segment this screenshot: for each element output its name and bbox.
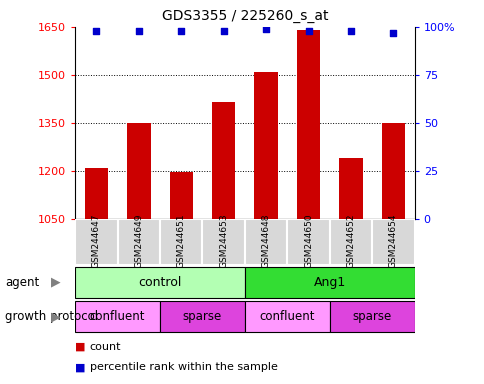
- Bar: [339, 158, 362, 219]
- Point: [92, 28, 100, 34]
- Bar: [202, 219, 244, 265]
- Text: agent: agent: [5, 276, 39, 289]
- Bar: [75, 267, 244, 298]
- Bar: [75, 219, 117, 265]
- Text: GSM244650: GSM244650: [303, 214, 313, 268]
- Bar: [244, 301, 329, 332]
- Text: GSM244651: GSM244651: [176, 214, 185, 268]
- Bar: [254, 72, 277, 219]
- Text: percentile rank within the sample: percentile rank within the sample: [90, 362, 277, 372]
- Text: growth protocol: growth protocol: [5, 310, 98, 323]
- Text: GSM244654: GSM244654: [388, 214, 397, 268]
- Text: count: count: [90, 342, 121, 352]
- Bar: [160, 301, 244, 332]
- Text: Ang1: Ang1: [313, 276, 345, 289]
- Text: GSM244649: GSM244649: [134, 214, 143, 268]
- Text: ■: ■: [75, 342, 86, 352]
- Text: ■: ■: [75, 362, 86, 372]
- Point: [347, 28, 354, 34]
- Text: ▶: ▶: [51, 310, 60, 323]
- Bar: [287, 219, 329, 265]
- Point: [135, 28, 142, 34]
- Point: [177, 28, 185, 34]
- Bar: [381, 123, 404, 219]
- Text: confluent: confluent: [90, 310, 145, 323]
- Point: [304, 28, 312, 34]
- Bar: [296, 30, 319, 219]
- Bar: [212, 102, 235, 219]
- Bar: [75, 301, 160, 332]
- Text: ▶: ▶: [51, 276, 60, 289]
- Text: confluent: confluent: [259, 310, 315, 323]
- Text: GSM244647: GSM244647: [91, 214, 101, 268]
- Text: GSM244648: GSM244648: [261, 214, 270, 268]
- Text: control: control: [138, 276, 182, 289]
- Bar: [244, 219, 287, 265]
- Bar: [160, 219, 202, 265]
- Text: GSM244653: GSM244653: [219, 214, 228, 268]
- Bar: [117, 219, 160, 265]
- Bar: [244, 267, 414, 298]
- Bar: [169, 172, 193, 219]
- Point: [262, 26, 270, 32]
- Bar: [85, 168, 108, 219]
- Text: GSM244652: GSM244652: [346, 214, 355, 268]
- Text: sparse: sparse: [182, 310, 222, 323]
- Bar: [127, 123, 150, 219]
- Point: [389, 30, 396, 36]
- Bar: [329, 219, 372, 265]
- Bar: [372, 219, 414, 265]
- Point: [219, 28, 227, 34]
- Title: GDS3355 / 225260_s_at: GDS3355 / 225260_s_at: [161, 9, 328, 23]
- Text: sparse: sparse: [352, 310, 391, 323]
- Bar: [329, 301, 414, 332]
